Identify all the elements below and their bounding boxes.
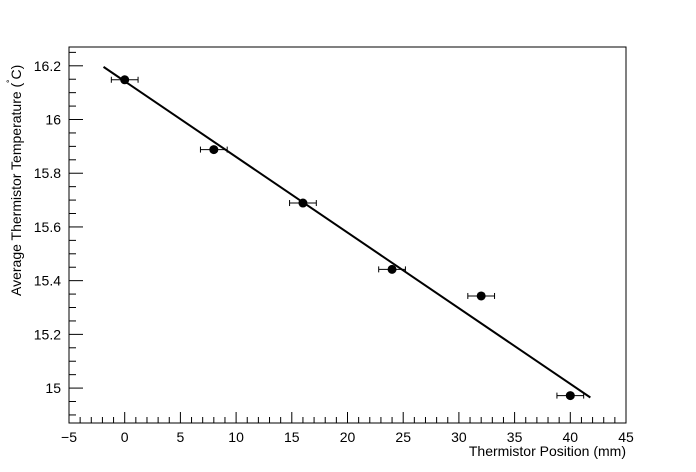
y-tick-label: 15.6 bbox=[34, 219, 61, 235]
point-marker bbox=[298, 198, 308, 208]
x-tick-label: 30 bbox=[451, 429, 467, 445]
y-axis-title-degree: ˚ bbox=[6, 79, 18, 82]
x-tick-label: 0 bbox=[121, 429, 129, 445]
x-tick-label: 25 bbox=[395, 429, 411, 445]
data-points bbox=[110, 75, 585, 401]
y-tick-labels: 15 15.2 15.4 15.6 15.8 16 16.2 bbox=[34, 58, 61, 396]
data-point bbox=[110, 75, 139, 85]
y-tick-label: 15.4 bbox=[34, 273, 61, 289]
y-tick-label: 16 bbox=[45, 112, 61, 128]
y-axis-title: Average Thermistor Temperature (˚C) bbox=[6, 65, 24, 296]
point-marker bbox=[209, 145, 219, 155]
y-axis-title-unit: C) bbox=[8, 65, 24, 80]
x-axis-title: Thermistor Position (mm) bbox=[469, 443, 626, 459]
data-point bbox=[289, 198, 317, 208]
y-axis-title-main: Average Thermistor Temperature ( bbox=[8, 82, 24, 296]
x-tick-label: 5 bbox=[177, 429, 185, 445]
x-tick-label: −5 bbox=[61, 429, 77, 445]
fit-line bbox=[102, 66, 591, 399]
y-tick-label: 15.2 bbox=[34, 326, 61, 342]
data-point bbox=[556, 391, 585, 401]
x-tick-label: 15 bbox=[284, 429, 300, 445]
x-tick-labels: −5 0 5 10 15 20 25 30 35 40 45 bbox=[61, 429, 634, 445]
x-tick-label: 40 bbox=[563, 429, 579, 445]
point-marker bbox=[120, 75, 130, 85]
point-marker bbox=[476, 291, 486, 301]
plot-border bbox=[68, 46, 627, 424]
fit-line-layer bbox=[102, 66, 591, 399]
y-tick-label: 15 bbox=[45, 380, 61, 396]
data-point bbox=[467, 291, 496, 301]
axis-ticks bbox=[68, 51, 627, 423]
x-tick-label: 35 bbox=[507, 429, 523, 445]
x-tick-label: 20 bbox=[340, 429, 356, 445]
x-tick-label: 45 bbox=[618, 429, 634, 445]
y-tick-label: 16.2 bbox=[34, 58, 61, 74]
x-tick-label: 10 bbox=[228, 429, 244, 445]
point-marker bbox=[565, 391, 575, 401]
data-point bbox=[199, 145, 228, 155]
point-marker bbox=[387, 264, 397, 274]
y-tick-label: 15.8 bbox=[34, 165, 61, 181]
data-point bbox=[378, 264, 406, 274]
plot-frame bbox=[68, 46, 627, 424]
